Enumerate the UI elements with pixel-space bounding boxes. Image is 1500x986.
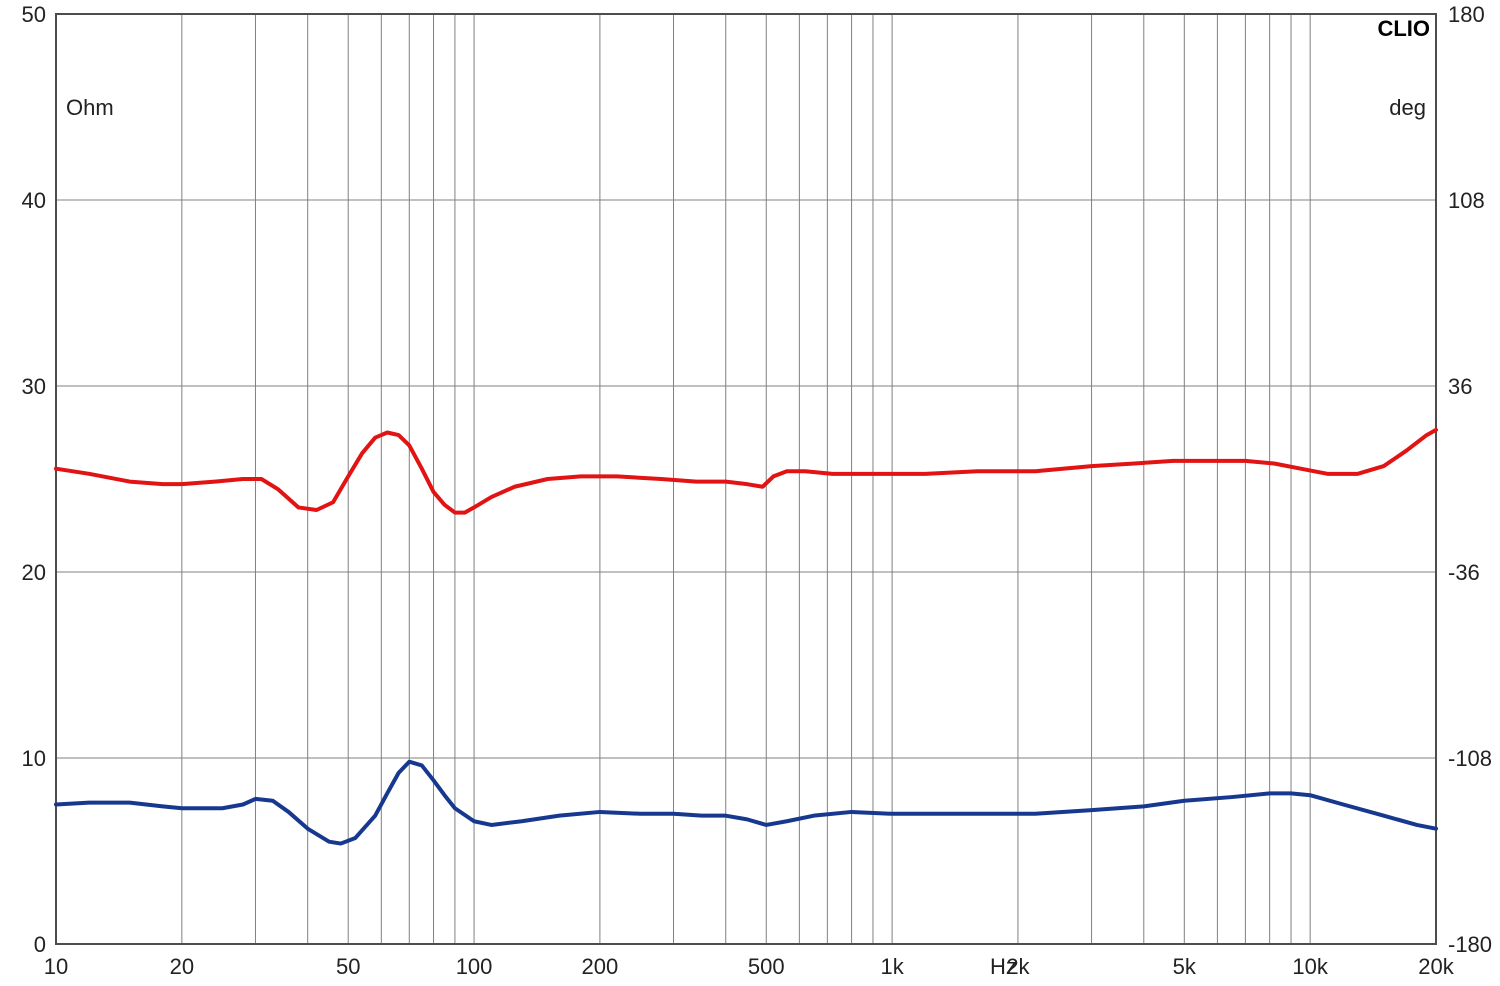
x-tick-label: 5k <box>1173 954 1197 979</box>
x-tick-label: 10 <box>44 954 68 979</box>
yleft-tick-label: 40 <box>22 188 46 213</box>
x-tick-label: 1k <box>880 954 904 979</box>
x-tick-label: 10k <box>1292 954 1328 979</box>
yleft-tick-label: 30 <box>22 374 46 399</box>
x-tick-label: 50 <box>336 954 360 979</box>
yleft-tick-label: 50 <box>22 2 46 27</box>
brand-label: CLIO <box>1377 16 1430 41</box>
x-tick-label: 100 <box>456 954 493 979</box>
yleft-tick-label: 20 <box>22 560 46 585</box>
yright-unit-label: deg <box>1389 95 1426 120</box>
yright-tick-label: 108 <box>1448 188 1485 213</box>
yleft-tick-label: 0 <box>34 932 46 957</box>
yleft-tick-label: 10 <box>22 746 46 771</box>
x-unit-label: Hz <box>990 954 1017 979</box>
yright-tick-label: -36 <box>1448 560 1480 585</box>
x-tick-label: 200 <box>582 954 619 979</box>
yright-tick-label: -108 <box>1448 746 1492 771</box>
yright-tick-label: -180 <box>1448 932 1492 957</box>
x-tick-label: 500 <box>748 954 785 979</box>
x-tick-label: 20k <box>1418 954 1454 979</box>
yright-tick-label: 180 <box>1448 2 1485 27</box>
yright-tick-label: 36 <box>1448 374 1472 399</box>
yleft-unit-label: Ohm <box>66 95 114 120</box>
impedance-phase-chart: 1020501002005001k2k5k10k20kHz01020304050… <box>0 0 1500 986</box>
x-tick-label: 20 <box>170 954 194 979</box>
